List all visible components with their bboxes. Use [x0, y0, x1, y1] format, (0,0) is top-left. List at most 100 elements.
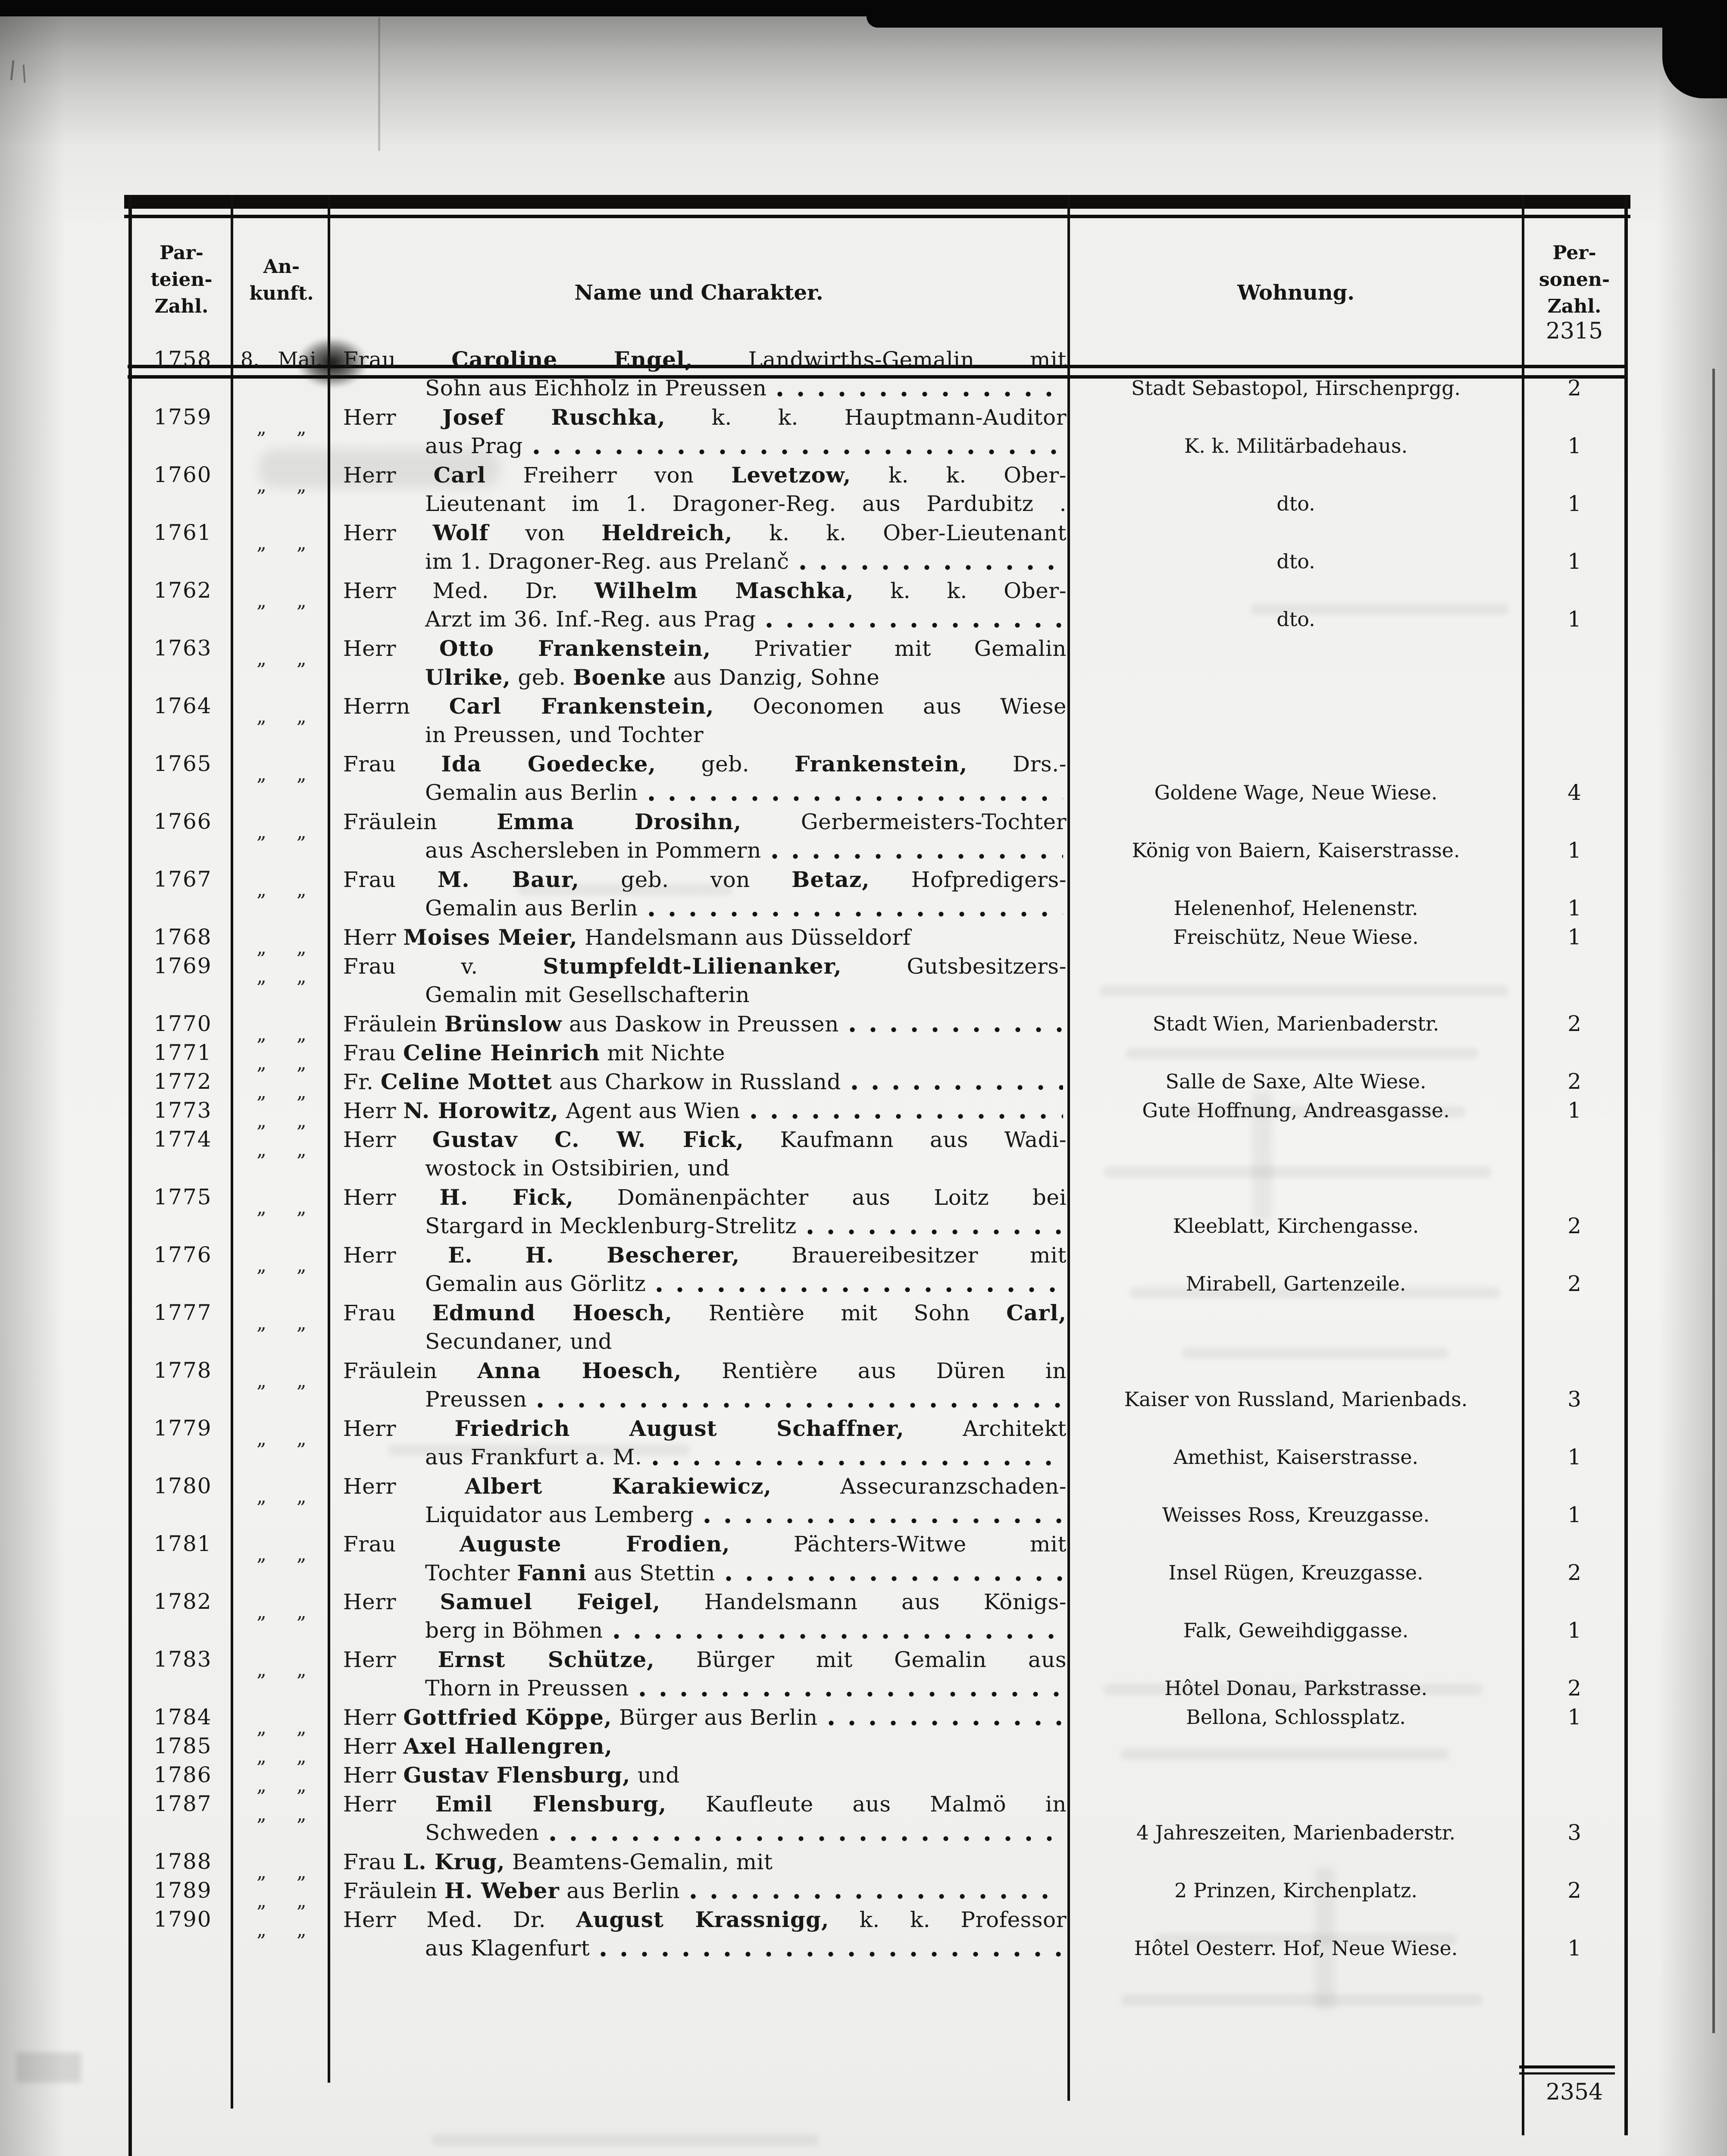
party-number: 1789 [153, 1878, 212, 1903]
entry-line: 1761 „ „ Herr Wolf von Heldreich, k. k. Ob… [129, 518, 1625, 554]
entry-line: 1762 „ „ Herr Med. Dr. Wilhelm Maschka, k.… [129, 576, 1625, 612]
entry-line: 1785 „ „ Herr Axel Hallengren, [129, 1732, 1625, 1767]
pencil-smudge [16, 2053, 81, 2083]
dotted-leader [703, 1501, 1063, 1529]
guest-name-text: Frau L. Krug, Beamtens-Gemalin, mit [343, 1849, 773, 1874]
arrival-date: „ „ [257, 1254, 307, 1276]
guest-name-text: Herr Med. Dr. August Krassnigg, k. k. Pr… [343, 1907, 1067, 1932]
guest-name-text: Tochter Fanni aus Stettin [425, 1560, 715, 1586]
guest-name-line: Frau M. Baur, geb. von Betaz, Hofpredige… [343, 865, 1067, 894]
arrival-date: „ „ [257, 532, 307, 554]
person-count: 2 [1567, 1213, 1581, 1238]
party-number: 1777 [153, 1300, 212, 1325]
party-number: 1758 [153, 347, 212, 372]
guest-name-line: Herr Wolf von Heldreich, k. k. Ober-Lieu… [343, 518, 1067, 547]
entry-line: 1768 „ „ Herr Moises Meier, Handelsmann au… [129, 923, 1625, 959]
guest-name-line: Herr Albert Karakiewicz, Assecuranzschad… [343, 1472, 1067, 1501]
bleedthrough-artifact [517, 884, 733, 895]
bleedthrough-artifact [1125, 1048, 1479, 1059]
arrival-date: „ „ [257, 1197, 307, 1219]
guest-name-line: Fräulein Brünslow aus Daskow in Preussen [343, 1009, 1067, 1038]
column-divider [231, 195, 233, 2109]
arrival-date: „ „ [257, 1052, 307, 1074]
dotted-leader [647, 778, 1063, 807]
guest-name-text: Herr Gustav Flensburg, und [343, 1762, 680, 1788]
guest-name-line: Herr Med. Dr. Wilhelm Maschka, k. k. Obe… [343, 576, 1067, 605]
header-line: Name und Charakter. [574, 281, 823, 305]
guest-name-line: aus Prag [343, 432, 1067, 461]
entry-line: Thorn in Preussen Hôtel Donau, Parkstrass… [129, 1674, 1625, 1703]
party-number: 1772 [153, 1069, 212, 1094]
arrival-date: „ „ [257, 1717, 307, 1739]
guest-name-text: Frau Edmund Hoesch, Rentière mit Sohn Ca… [343, 1300, 1067, 1326]
entry-line: in Preussen, und Tochter [129, 721, 1625, 749]
party-number: 1768 [153, 924, 212, 950]
guest-name-text: Fräulein Emma Drosihn, Gerbermeisters-To… [343, 809, 1067, 834]
guest-entries: 1758 8. Mai. Frau Caroline Engel, Landwirt… [129, 345, 1625, 1992]
pencil-mark [22, 64, 26, 83]
guest-name-text: Frau Auguste Frodien, Pächters-Witwe mit [343, 1531, 1067, 1557]
party-number: 1781 [153, 1531, 212, 1556]
party-number: 1788 [153, 1849, 212, 1874]
arrival-date: „ „ [257, 1890, 307, 1912]
party-number: 1780 [153, 1473, 212, 1498]
dotted-leader [612, 1616, 1063, 1645]
dotted-leader [798, 547, 1063, 576]
guest-name-line: Fräulein H. Weber aus Berlin [343, 1876, 1067, 1905]
entry-line: 1765 „ „ Frau Ida Goedecke, geb. Frankenst… [129, 749, 1625, 785]
guest-name-line: Fräulein Anna Hoesch, Rentière aus Düren… [343, 1356, 1067, 1385]
column-header-ankunft: An- kunft. [236, 254, 327, 307]
guest-name-text: aus Klagenfurt [425, 1936, 590, 1961]
guest-name-text: Herr Gustav C. W. Fick, Kaufmann aus Wad… [343, 1127, 1067, 1152]
header-line: teien- [150, 269, 213, 291]
person-count: 3 [1567, 1820, 1581, 1845]
scan-edge-top-right [867, 0, 1727, 28]
guest-name-text: Herr Josef Ruschka, k. k. Hauptmann-Audi… [343, 404, 1067, 430]
guest-name-text: Herr Carl Freiherr von Levetzow, k. k. O… [343, 462, 1067, 488]
party-number: 1769 [153, 953, 212, 978]
guest-name-line: Gemalin aus Berlin [343, 894, 1067, 923]
guest-name-line: Preussen [343, 1385, 1067, 1414]
person-count: 1 [1567, 549, 1581, 574]
entry-line: aus Frankfurt a. M. Amethist, Kaiserstras… [129, 1443, 1625, 1472]
arrival-date: „ „ [257, 1312, 307, 1334]
entry-line: aus Prag K. k. Militärbadehaus. 1 [129, 432, 1625, 461]
guest-name-line: Herrn Carl Frankenstein, Oeconomen aus W… [343, 692, 1067, 721]
guest-name-text: Stargard in Mecklenburg-Strelitz [425, 1213, 797, 1238]
entry-line: 1778 „ „ Fräulein Anna Hoesch, Rentière au… [129, 1356, 1625, 1392]
party-number: 1770 [153, 1011, 212, 1036]
party-number: 1763 [153, 636, 212, 661]
lodging: Salle de Saxe, Alte Wiese. [1165, 1070, 1427, 1093]
guest-name-line: Thorn in Preussen [343, 1674, 1067, 1703]
party-number: 1765 [153, 751, 212, 776]
entry-line: 1760 „ „ Herr Carl Freiherr von Levetzow, … [129, 461, 1625, 496]
header-line: Zahl. [154, 295, 209, 317]
lodging: Hôtel Donau, Parkstrasse. [1164, 1677, 1428, 1700]
party-number: 1766 [153, 809, 212, 834]
header-line: kunft. [249, 282, 314, 304]
entry-line: 1770 „ „ Fräulein Brünslow aus Daskow in P… [129, 1009, 1625, 1045]
guest-name-text: Herr Albert Karakiewicz, Assecuranzschad… [343, 1473, 1067, 1499]
table-border-right [1624, 195, 1628, 2135]
arrival-date: 8. Mai. [240, 348, 323, 371]
party-number: 1786 [153, 1762, 212, 1787]
dotted-leader [651, 1443, 1063, 1472]
guest-name-text: Thorn in Preussen [425, 1676, 629, 1701]
person-count: 1 [1567, 491, 1581, 516]
guest-name-text: berg in Böhmen [425, 1618, 603, 1643]
dotted-leader [806, 1212, 1063, 1241]
guest-name-line: Herr Otto Frankenstein, Privatier mit Ge… [343, 634, 1067, 663]
page-edge-shadow [1712, 369, 1715, 2033]
person-count: 2 [1567, 1069, 1581, 1094]
dotted-leader [750, 1096, 1063, 1125]
guest-name-line: Herr Ernst Schütze, Bürger mit Gemalin a… [343, 1645, 1067, 1674]
guest-name-line: Lieutenant im 1. Dragoner-Reg. aus Pardu… [343, 489, 1067, 518]
guest-name-text: Herrn Carl Frankenstein, Oeconomen aus W… [343, 693, 1067, 719]
scan-corner-top-right [1662, 0, 1727, 98]
guest-name-text: Herr Friedrich August Schaffner, Archite… [343, 1416, 1067, 1441]
arrival-date: „ „ [257, 965, 307, 987]
guest-name-line: Fr. Celine Mottet aus Charkow in Russlan… [343, 1067, 1067, 1096]
party-number: 1782 [153, 1589, 212, 1614]
lodging: Weisses Ross, Kreuzgasse. [1162, 1503, 1430, 1526]
bleedthrough-artifact [1129, 1287, 1500, 1298]
